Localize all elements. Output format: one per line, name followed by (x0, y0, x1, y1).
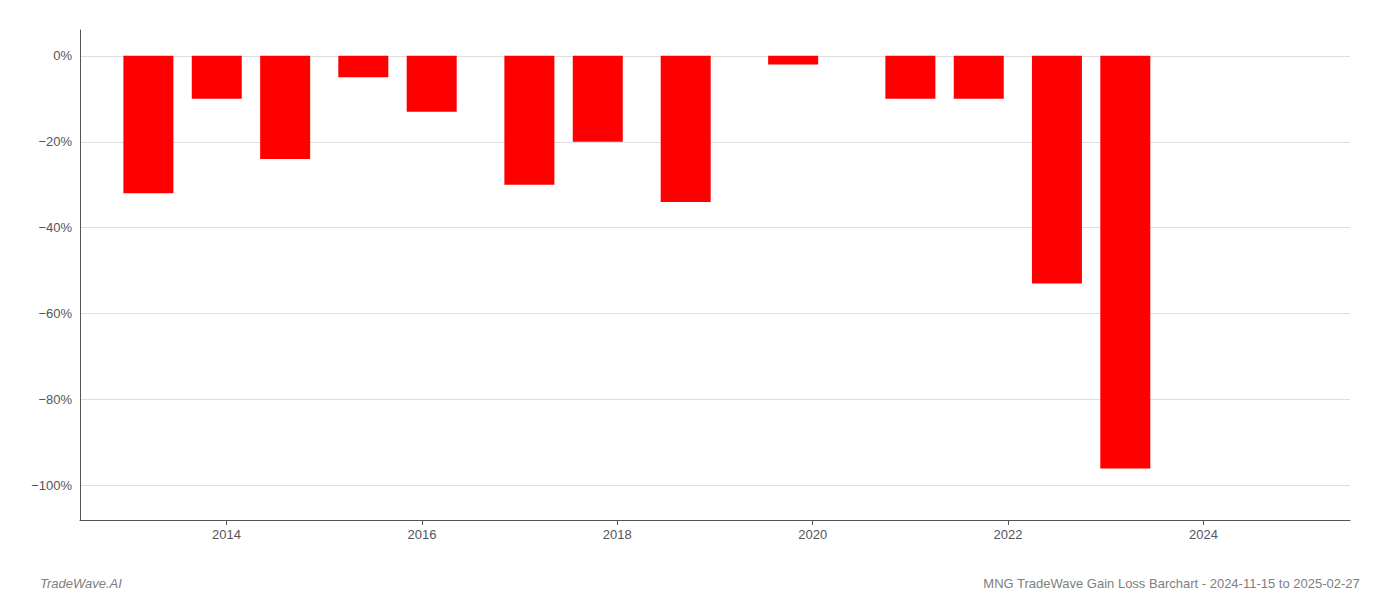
svg-text:2024: 2024 (1189, 527, 1218, 542)
svg-text:−100%: −100% (31, 478, 72, 493)
svg-text:MNG TradeWave Gain Loss Barcha: MNG TradeWave Gain Loss Barchart - 2024-… (983, 576, 1359, 591)
svg-text:−60%: −60% (38, 306, 72, 321)
svg-text:2014: 2014 (212, 527, 241, 542)
svg-text:0%: 0% (53, 48, 72, 63)
svg-text:TradeWave.AI: TradeWave.AI (40, 576, 122, 591)
svg-text:2018: 2018 (603, 527, 632, 542)
svg-text:−80%: −80% (38, 392, 72, 407)
svg-text:2020: 2020 (798, 527, 827, 542)
svg-text:−20%: −20% (38, 134, 72, 149)
svg-text:2022: 2022 (994, 527, 1023, 542)
svg-text:2016: 2016 (407, 527, 436, 542)
svg-text:−40%: −40% (38, 220, 72, 235)
